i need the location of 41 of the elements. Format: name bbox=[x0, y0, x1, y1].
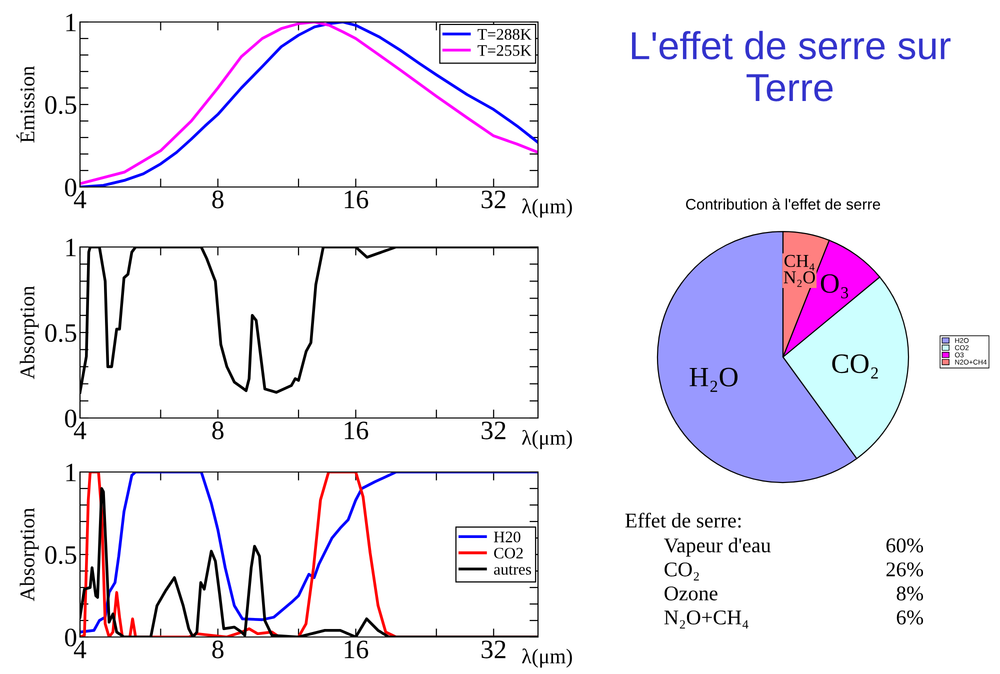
data-label: 60% bbox=[886, 538, 924, 552]
text: CH₄ N₂O bbox=[784, 254, 815, 287]
x-tick-label: 16 bbox=[344, 640, 368, 658]
legend-label: H20 bbox=[494, 532, 520, 542]
legend-label: CO2 bbox=[494, 548, 523, 559]
x-tick-label: 16 bbox=[344, 422, 368, 440]
y-tick-label: 1 bbox=[66, 464, 76, 482]
y-tick-label: 0.5 bbox=[45, 324, 76, 342]
y-axis-title: Absorption bbox=[20, 508, 39, 602]
data-label: 8% bbox=[896, 586, 924, 601]
legend-label: T=255K bbox=[478, 45, 532, 56]
chart-title: Contribution à l'effet de serre bbox=[686, 198, 880, 210]
data-label: 6% bbox=[896, 610, 924, 625]
legend-label: autres bbox=[494, 566, 532, 575]
data-label: 26% bbox=[886, 562, 924, 577]
y-tick-label: 1 bbox=[66, 14, 76, 32]
text: O₃ bbox=[820, 274, 848, 298]
legend-label: T=288K bbox=[478, 28, 532, 40]
x-tick-label: 32 bbox=[482, 640, 506, 658]
text: Effet de serre: bbox=[625, 512, 741, 528]
x-tick-label: 8 bbox=[212, 422, 224, 440]
y-axis-title: Émission bbox=[16, 66, 34, 143]
x-tick-label: 32 bbox=[482, 190, 506, 208]
y-tick-label: 0.5 bbox=[45, 96, 76, 114]
y-axis-title: Absorption bbox=[20, 286, 39, 380]
category-label: Vapeur d'eau bbox=[664, 538, 771, 557]
category-label: N₂O+CH₄ bbox=[664, 610, 748, 629]
x-tick-label: 32 bbox=[482, 422, 506, 440]
x-axis-title: λ(μm) bbox=[522, 648, 572, 668]
y-tick-label: 1 bbox=[66, 238, 76, 256]
x-axis-title: λ(μm) bbox=[522, 198, 572, 218]
text: L'effet de serre sur Terre bbox=[632, 30, 951, 102]
x-tick-label: 8 bbox=[212, 640, 224, 658]
text: CO₂ bbox=[832, 354, 878, 378]
x-tick-label: 8 bbox=[212, 190, 224, 208]
category-label: CO₂ bbox=[664, 562, 699, 580]
y-tick-label: 0.5 bbox=[45, 546, 76, 564]
x-axis-title: λ(μm) bbox=[522, 430, 572, 450]
category-label: Ozone bbox=[664, 586, 718, 600]
x-tick-label: 16 bbox=[344, 190, 368, 208]
text: H₂O bbox=[690, 368, 738, 392]
